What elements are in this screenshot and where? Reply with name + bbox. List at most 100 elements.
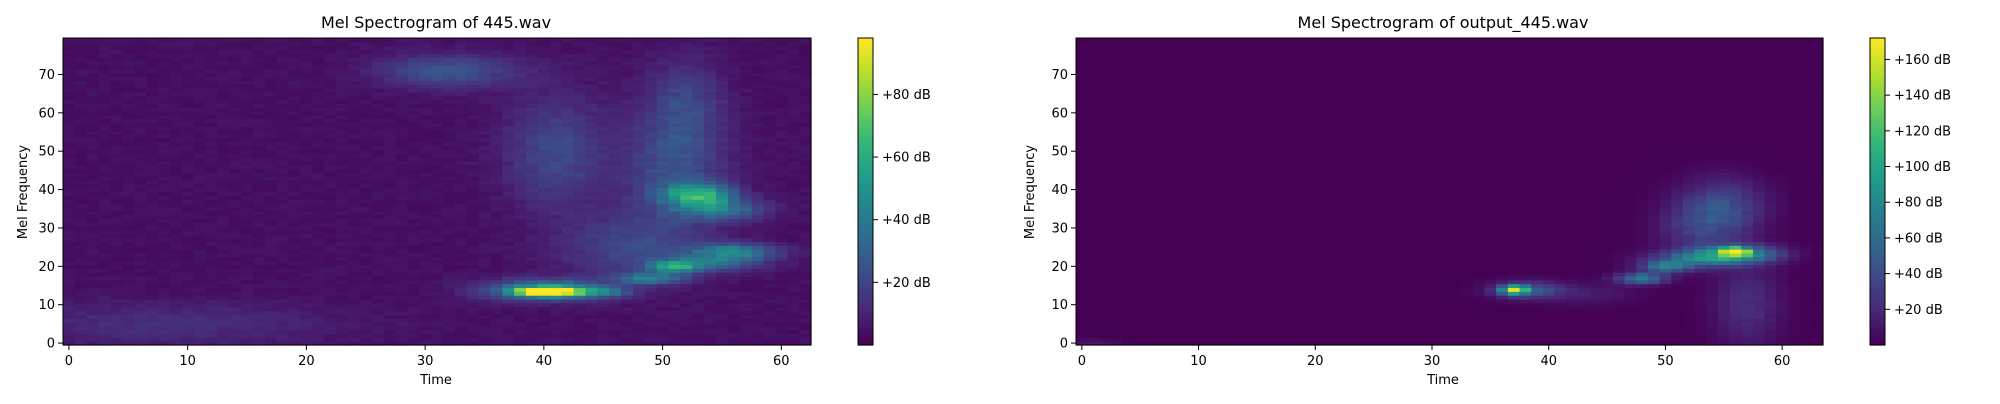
heatmap-cell (407, 229, 420, 235)
heatmap-cell (668, 68, 681, 74)
heatmap-cell (395, 57, 408, 62)
heatmap-cell (157, 49, 171, 54)
heatmap-cell (407, 187, 420, 193)
heatmap-cell (288, 80, 302, 85)
heatmap-cell (276, 133, 290, 139)
heatmap-cell (383, 195, 397, 200)
heatmap-cell (514, 137, 527, 143)
heatmap-cell (63, 199, 76, 204)
heatmap-cell (419, 206, 432, 212)
heatmap-cell (336, 45, 349, 51)
heatmap-cell (383, 156, 397, 162)
heatmap-cell (157, 153, 171, 158)
heatmap-cell (454, 38, 468, 43)
heatmap-cell (169, 114, 183, 120)
heatmap-cell (264, 256, 278, 262)
heatmap-cell (561, 183, 575, 189)
heatmap-cell (763, 222, 776, 227)
heatmap-cell (431, 76, 444, 81)
heatmap-cell (787, 275, 800, 281)
heatmap-cell (312, 103, 325, 108)
heatmap-cell (692, 38, 705, 43)
heatmap-cell (431, 72, 444, 77)
heatmap-cell (205, 183, 218, 189)
heatmap-cell (395, 321, 408, 327)
heatmap-cell (63, 206, 76, 212)
heatmap-cell (157, 141, 171, 147)
heatmap-cell (110, 145, 123, 150)
heatmap-cell (692, 45, 705, 51)
heatmap-cell (609, 72, 622, 77)
heatmap-cell (597, 126, 610, 131)
heatmap-cell (324, 206, 337, 212)
heatmap-cell (86, 80, 100, 85)
heatmap-cell (74, 183, 88, 189)
heatmap-cell (763, 114, 776, 120)
heatmap-cell (86, 291, 100, 296)
heatmap-cell (383, 176, 397, 181)
heatmap-cell (122, 72, 135, 77)
heatmap-cell (276, 99, 290, 104)
heatmap-cell (110, 245, 123, 250)
heatmap-cell (799, 291, 812, 296)
heatmap-cell (86, 206, 100, 212)
heatmap-cell (383, 110, 397, 116)
heatmap-cell (549, 122, 563, 127)
heatmap-cell (442, 41, 456, 47)
heatmap-cell (63, 256, 76, 262)
heatmap-cell (775, 61, 788, 66)
heatmap-cell (727, 172, 741, 177)
heatmap-cell (668, 72, 681, 77)
heatmap-cell (561, 298, 575, 304)
heatmap-cell (193, 337, 207, 342)
heatmap-cell (181, 156, 195, 162)
heatmap-cell (74, 61, 88, 66)
heatmap-cell (668, 45, 681, 51)
heatmap-cell (478, 264, 492, 269)
heatmap-cell (787, 61, 800, 66)
heatmap-cell (514, 241, 527, 246)
heatmap-cell (205, 141, 218, 147)
heatmap-cell (252, 126, 266, 131)
heatmap-cell (193, 80, 207, 85)
heatmap-cell (609, 153, 622, 158)
heatmap-cell (252, 38, 266, 43)
heatmap-cell (205, 260, 218, 266)
heatmap-cell (442, 183, 456, 189)
heatmap-cell (324, 130, 337, 135)
heatmap-cell (359, 168, 373, 173)
heatmap-cell (775, 287, 788, 292)
heatmap-cell (668, 318, 681, 323)
heatmap-cell (288, 57, 302, 62)
heatmap-cell (680, 84, 693, 89)
heatmap-cell (704, 80, 717, 85)
heatmap-cell (205, 229, 218, 235)
heatmap-cell (692, 249, 705, 254)
heatmap-cell (526, 195, 539, 200)
heatmap-cell (122, 310, 135, 315)
heatmap-cell (146, 191, 159, 196)
heatmap-cell (609, 298, 622, 304)
heatmap-cell (63, 214, 76, 219)
heatmap-cell (347, 218, 361, 223)
heatmap-cell (276, 226, 290, 231)
heatmap-cell (241, 149, 254, 154)
heatmap-cell (169, 283, 183, 289)
heatmap-cell (419, 38, 432, 43)
heatmap-cell (193, 176, 207, 181)
heatmap-cell (526, 99, 539, 104)
heatmap-cell (229, 126, 242, 131)
heatmap-cell (193, 268, 207, 273)
heatmap-cell (407, 199, 420, 204)
heatmap-cell (181, 99, 195, 104)
heatmap-cell (395, 314, 408, 319)
heatmap-cell (252, 130, 266, 135)
heatmap-cell (787, 256, 800, 262)
heatmap-cell (763, 264, 776, 269)
heatmap-cell (490, 226, 503, 231)
heatmap-cell (264, 172, 278, 177)
heatmap-cell (692, 72, 705, 77)
heatmap-cell (751, 245, 765, 250)
heatmap-cell (146, 264, 159, 269)
heatmap-cell (98, 333, 112, 338)
